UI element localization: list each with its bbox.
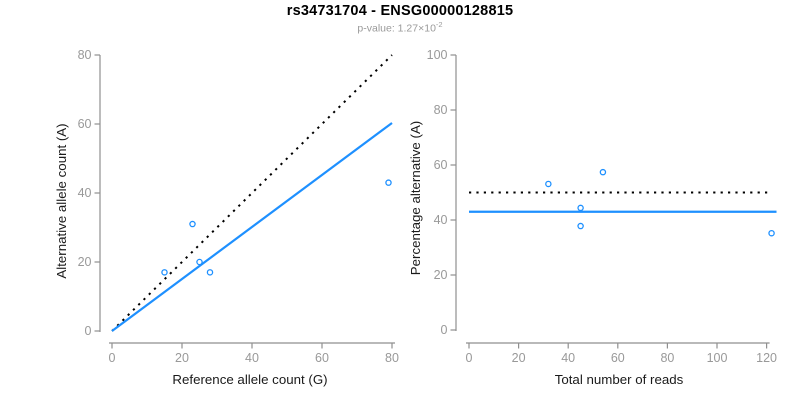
right-plot-xlabel: Total number of reads (555, 372, 684, 387)
x-tick-label: 60 (315, 351, 329, 365)
fit-line (111, 122, 393, 332)
x-tick-label: 0 (466, 351, 473, 365)
identity-line (111, 54, 393, 332)
data-point (768, 229, 775, 237)
left-plot: Reference allele count (G) Alternative a… (54, 48, 399, 387)
data-point (545, 180, 552, 188)
x-tick-label: 80 (660, 351, 674, 365)
y-tick-label: 80 (78, 48, 92, 62)
x-tick-label: 40 (561, 351, 575, 365)
pvalue-exponent: -2 (435, 20, 443, 29)
right-plot: Total number of reads Percentage alterna… (408, 48, 777, 387)
data-point (161, 269, 168, 276)
data-point (196, 258, 203, 266)
pvalue-text: p-value: 1.27×10 (357, 22, 436, 35)
x-tick-label: 120 (756, 351, 777, 365)
figure-subtitle: p-value: 1.27×10-2 (0, 20, 800, 35)
y-tick-label: 20 (434, 268, 448, 282)
y-tick-label: 0 (85, 324, 92, 338)
x-tick-label: 60 (611, 351, 625, 365)
data-point (577, 204, 584, 212)
left-plot-xlabel: Reference allele count (G) (172, 372, 327, 387)
y-tick-label: 0 (441, 323, 448, 337)
data-point (577, 222, 584, 230)
y-tick-label: 40 (434, 213, 448, 227)
y-tick-label: 60 (434, 158, 448, 172)
x-tick-label: 100 (707, 351, 728, 365)
y-tick-label: 40 (78, 186, 92, 200)
x-tick-label: 20 (175, 351, 189, 365)
right-plot-ylabel: Percentage alternative (A) (408, 121, 423, 275)
y-tick-label: 60 (78, 117, 92, 131)
left-plot-ylabel: Alternative allele count (A) (54, 123, 69, 278)
data-point (385, 179, 392, 186)
figure-title: rs34731704 - ENSG00000128815 (286, 3, 514, 19)
x-tick-label: 20 (512, 351, 526, 365)
y-tick-label: 100 (427, 48, 448, 62)
x-tick-label: 40 (245, 351, 259, 365)
x-tick-label: 0 (109, 351, 116, 365)
x-tick-label: 80 (385, 351, 399, 365)
data-point (206, 269, 214, 276)
data-point (599, 168, 607, 176)
data-point (189, 220, 196, 228)
y-tick-label: 20 (78, 255, 92, 269)
y-tick-label: 80 (434, 103, 448, 117)
